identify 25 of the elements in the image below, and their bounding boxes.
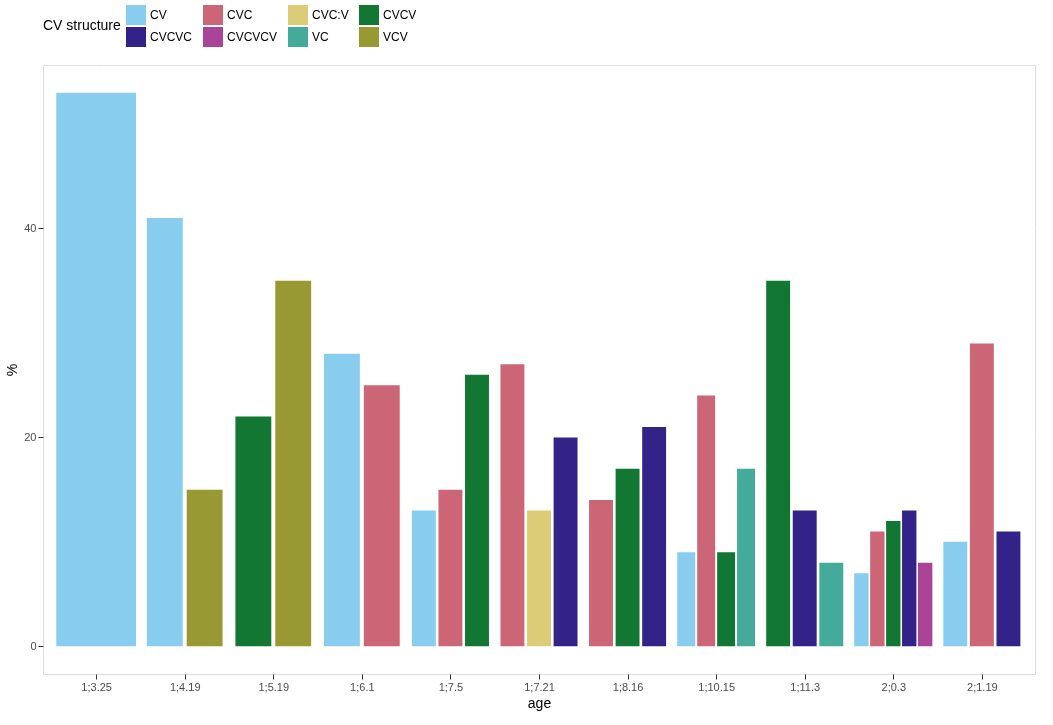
- legend-label: VCV: [383, 30, 408, 44]
- legend-label: CVCVC: [150, 30, 193, 44]
- legend-label: CVC: [227, 8, 253, 22]
- legend-title: CV structure: [43, 17, 122, 33]
- x-axis-title: age: [527, 694, 552, 711]
- x-tick-label: 1;7.5: [438, 680, 464, 693]
- x-tick-label: 1;7.21: [524, 680, 555, 693]
- x-tick-label: 2;0.3: [881, 680, 907, 693]
- x-tick-label: 2;1.19: [967, 680, 998, 693]
- x-tick-label: 1;6.1: [350, 680, 375, 693]
- y-axis-title: %: [4, 363, 21, 377]
- x-tick-label: 1;3.25: [81, 680, 112, 693]
- legend-label: CVCV: [383, 8, 417, 22]
- x-tick-label: 1;11.3: [790, 680, 821, 693]
- x-tick-label: 1;4.19: [169, 680, 201, 693]
- legend-label: VC: [312, 30, 329, 44]
- y-tick-label: 0: [30, 639, 37, 652]
- legend-label: CV: [150, 8, 167, 22]
- x-tick-label: 1;10.15: [698, 680, 735, 693]
- y-tick-label: 40: [24, 221, 37, 234]
- y-tick-label: 20: [24, 430, 37, 443]
- x-tick-label: 1;8.16: [612, 680, 644, 693]
- legend-label: CVCVCV: [227, 30, 278, 44]
- legend-label: CVC:V: [312, 8, 349, 22]
- x-tick-label: 1;5.19: [258, 680, 290, 693]
